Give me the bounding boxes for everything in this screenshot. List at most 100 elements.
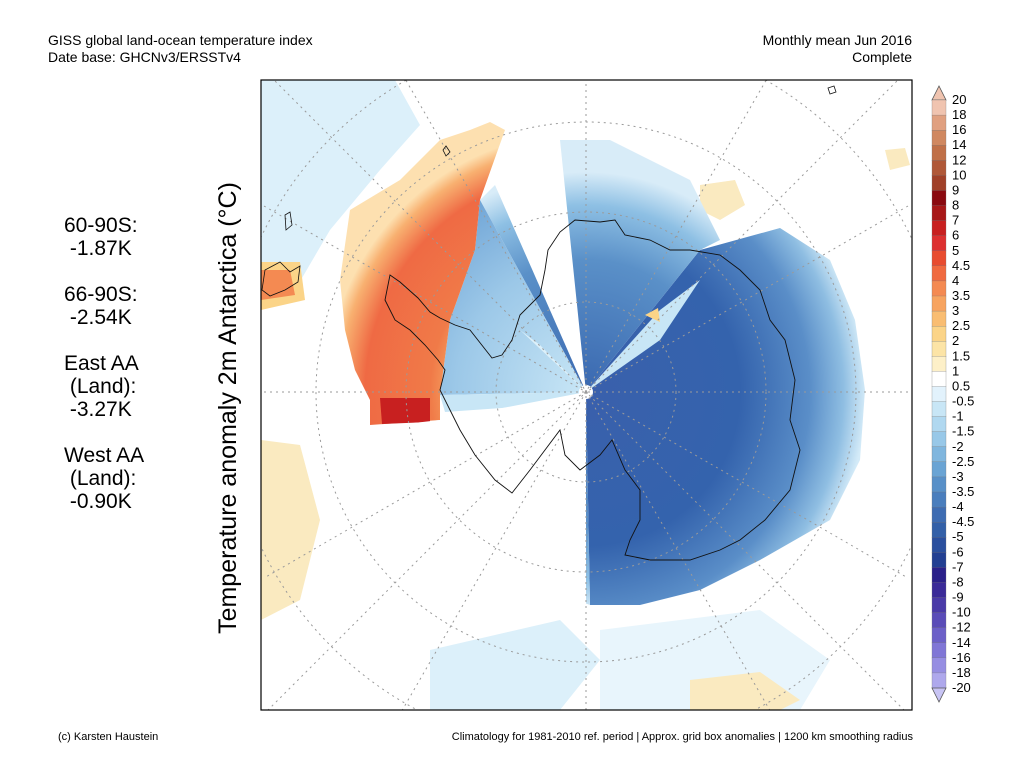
- colorbar-swatch: [931, 235, 947, 252]
- colorbar-tick-label: -8: [952, 574, 964, 589]
- colorbar-tick-label: -10: [952, 605, 971, 620]
- colorbar-swatch: [931, 310, 947, 327]
- header-left: GISS global land-ocean temperature index…: [48, 32, 313, 66]
- cold-anomaly-west: [440, 200, 586, 395]
- colorbar-swatch: [931, 446, 947, 463]
- header-right: Monthly mean Jun 2016 Complete: [763, 32, 912, 66]
- colorbar-swatch: [931, 627, 947, 644]
- colorbar-swatch: [931, 130, 947, 146]
- colorbar-swatch: [931, 461, 947, 478]
- colorbar-swatch: [931, 371, 947, 387]
- stat-label: West AA: [64, 444, 145, 467]
- colorbar: 201816141210987654.543.532.521.510.5-0.5…: [931, 85, 974, 703]
- colorbar-tick-label: 2.5: [952, 318, 970, 333]
- colorbar-tick-label: -5: [952, 529, 964, 544]
- stat-label-sub: (Land):: [64, 375, 137, 398]
- stat-value: -3.27K: [64, 398, 132, 421]
- colorbar-swatch: [931, 552, 947, 568]
- ocean-anomaly-patch: [261, 80, 420, 300]
- stat-west-aa: West AA (Land): -0.90K: [64, 444, 144, 513]
- colorbar-tick-label: 16: [952, 122, 966, 137]
- colorbar-swatch: [931, 175, 947, 191]
- no-data-sector: [370, 392, 586, 630]
- colorbar-tick-label: 0.5: [952, 378, 970, 393]
- colorbar-tick-label: -1.5: [952, 424, 974, 439]
- colorbar-swatch: [931, 280, 947, 297]
- colorbar-swatch: [931, 386, 947, 402]
- colorbar-tick-label: -2: [952, 439, 964, 454]
- colorbar-tick-label: 2: [952, 333, 959, 348]
- colorbar-tick-label: 12: [952, 152, 966, 167]
- colorbar-swatch: [931, 672, 947, 689]
- colorbar-swatch: [931, 522, 947, 538]
- stat-value: -1.87K: [64, 237, 132, 260]
- colorbar-swatch: [931, 416, 947, 433]
- colorbar-swatch: [931, 657, 947, 674]
- regional-stats: 60-90S: -1.87K 66-90S: -2.54K East AA (L…: [64, 214, 144, 536]
- colorbar-swatch: [931, 265, 947, 282]
- colorbar-tick-label: 7: [952, 213, 959, 228]
- colorbar-swatch: [931, 205, 947, 222]
- colorbar-swatch: [931, 356, 947, 372]
- map-frame: [260, 79, 913, 711]
- colorbar-tick-label: 9: [952, 182, 959, 197]
- colorbar-tick-label: -18: [952, 665, 971, 680]
- colorbar-tick-label: -6: [952, 544, 964, 559]
- colorbar-tick-label: -0.5: [952, 394, 974, 409]
- stat-label: 66-90S:: [64, 283, 138, 306]
- colorbar-swatch: [931, 160, 947, 176]
- colorbar-tick-label: -2.5: [952, 454, 974, 469]
- colorbar-tick-label: 5: [952, 243, 959, 258]
- warm-anomaly-max: [380, 398, 430, 424]
- colorbar-tick-label: -20: [952, 680, 971, 695]
- colorbar-tick-label: 4.5: [952, 258, 970, 273]
- stat-label: East AA: [64, 352, 139, 375]
- colorbar-tick-label: 18: [952, 107, 966, 122]
- colorbar-swatch: [931, 642, 947, 659]
- colorbar-swatch: [931, 99, 947, 116]
- stat-60-90s: 60-90S: -1.87K: [64, 214, 144, 260]
- stat-value: -2.54K: [64, 306, 132, 329]
- colorbar-tick-label: -16: [952, 650, 971, 665]
- colorbar-swatch: [931, 326, 947, 342]
- warm-anomaly-patch: [261, 440, 320, 620]
- warm-anomaly-patch: [690, 672, 800, 710]
- colorbar-swatch: [931, 506, 947, 523]
- colorbar-tick-label: 20: [952, 92, 966, 107]
- colorbar-swatch: [931, 582, 947, 598]
- stat-east-aa: East AA (Land): -3.27K: [64, 352, 144, 421]
- period-label: Monthly mean Jun 2016: [762, 32, 912, 48]
- colorbar-tick-label: 3: [952, 303, 959, 318]
- colorbar-arrow-bottom: [931, 687, 947, 703]
- method-note: Climatology for 1981-2010 ref. period | …: [451, 731, 913, 743]
- colorbar-swatch: [931, 295, 947, 312]
- stat-label: 60-90S:: [64, 214, 138, 237]
- colorbar-swatch: [931, 220, 947, 237]
- colorbar-tick-label: 3.5: [952, 288, 970, 303]
- colorbar-tick-label: 14: [952, 137, 966, 152]
- colorbar-tick-label: -1: [952, 409, 964, 424]
- colorbar-tick-label: -3: [952, 469, 964, 484]
- colorbar-swatch: [931, 567, 947, 583]
- warm-anomaly-patch: [885, 148, 910, 170]
- colorbar-swatch: [931, 190, 947, 206]
- colorbar-tick-label: 10: [952, 167, 966, 182]
- colorbar-swatch: [931, 431, 947, 448]
- data-base-label: Date base: GHCNv3/ERSSTv4: [48, 49, 241, 65]
- credit-label: (c) Karsten Haustein: [58, 731, 159, 743]
- colorbar-tick-label: 1: [952, 363, 959, 378]
- colorbar-swatch: [931, 250, 947, 267]
- map-title: GISS global land-ocean temperature index: [48, 32, 313, 48]
- antarctica-coastline: [384, 219, 801, 561]
- stat-label-sub: (Land):: [64, 467, 137, 490]
- warm-anomaly-patch: [700, 180, 745, 220]
- warm-anomaly-peninsula: [340, 122, 505, 425]
- stat-value: -0.90K: [64, 490, 132, 513]
- stat-66-90s: 66-90S: -2.54K: [64, 283, 144, 329]
- colorbar-swatch: [931, 597, 947, 614]
- colorbar-tick-label: 6: [952, 228, 959, 243]
- colorbar-swatch: [931, 341, 947, 357]
